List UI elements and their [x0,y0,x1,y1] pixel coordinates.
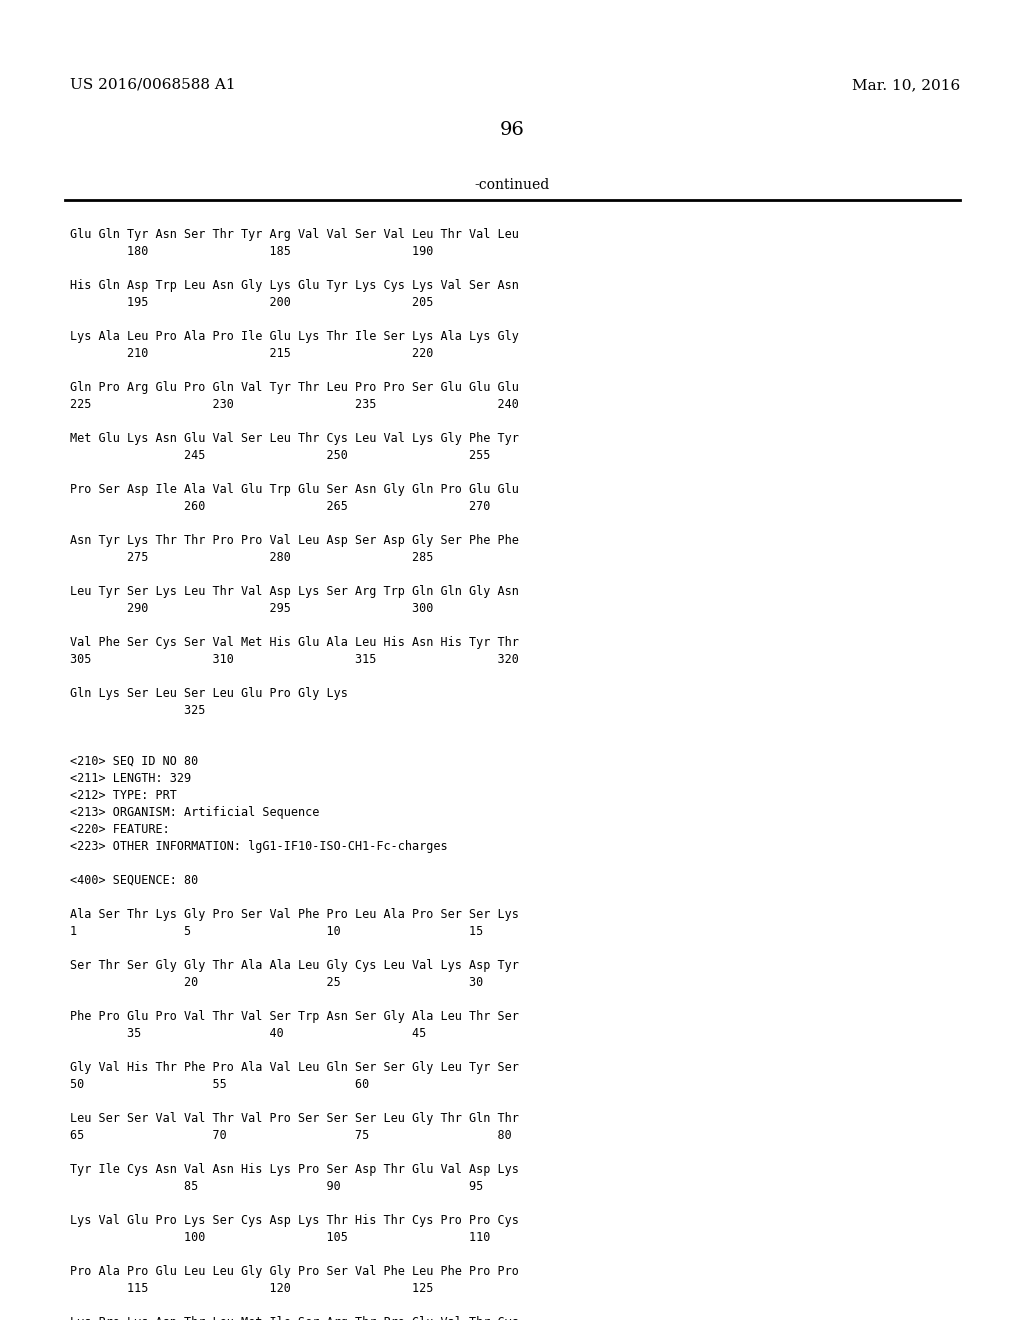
Text: Lys Pro Lys Asp Thr Leu Met Ile Ser Arg Thr Pro Glu Val Thr Cys: Lys Pro Lys Asp Thr Leu Met Ile Ser Arg … [70,1316,519,1320]
Text: His Gln Asp Trp Leu Asn Gly Lys Glu Tyr Lys Cys Lys Val Ser Asn: His Gln Asp Trp Leu Asn Gly Lys Glu Tyr … [70,279,519,292]
Text: Leu Tyr Ser Lys Leu Thr Val Asp Lys Ser Arg Trp Gln Gln Gly Asn: Leu Tyr Ser Lys Leu Thr Val Asp Lys Ser … [70,585,519,598]
Text: 1               5                   10                  15: 1 5 10 15 [70,925,483,939]
Text: 290                 295                 300: 290 295 300 [70,602,433,615]
Text: 96: 96 [500,121,524,139]
Text: 100                 105                 110: 100 105 110 [70,1232,490,1243]
Text: 195                 200                 205: 195 200 205 [70,296,433,309]
Text: <400> SEQUENCE: 80: <400> SEQUENCE: 80 [70,874,199,887]
Text: Tyr Ile Cys Asn Val Asn His Lys Pro Ser Asp Thr Glu Val Asp Lys: Tyr Ile Cys Asn Val Asn His Lys Pro Ser … [70,1163,519,1176]
Text: Lys Val Glu Pro Lys Ser Cys Asp Lys Thr His Thr Cys Pro Pro Cys: Lys Val Glu Pro Lys Ser Cys Asp Lys Thr … [70,1214,519,1228]
Text: <213> ORGANISM: Artificial Sequence: <213> ORGANISM: Artificial Sequence [70,807,319,818]
Text: 115                 120                 125: 115 120 125 [70,1282,433,1295]
Text: Leu Ser Ser Val Val Thr Val Pro Ser Ser Ser Leu Gly Thr Gln Thr: Leu Ser Ser Val Val Thr Val Pro Ser Ser … [70,1111,519,1125]
Text: Ala Ser Thr Lys Gly Pro Ser Val Phe Pro Leu Ala Pro Ser Ser Lys: Ala Ser Thr Lys Gly Pro Ser Val Phe Pro … [70,908,519,921]
Text: Gln Lys Ser Leu Ser Leu Glu Pro Gly Lys: Gln Lys Ser Leu Ser Leu Glu Pro Gly Lys [70,686,348,700]
Text: 65                  70                  75                  80: 65 70 75 80 [70,1129,512,1142]
Text: 20                  25                  30: 20 25 30 [70,975,483,989]
Text: Gln Pro Arg Glu Pro Gln Val Tyr Thr Leu Pro Pro Ser Glu Glu Glu: Gln Pro Arg Glu Pro Gln Val Tyr Thr Leu … [70,381,519,393]
Text: Ser Thr Ser Gly Gly Thr Ala Ala Leu Gly Cys Leu Val Lys Asp Tyr: Ser Thr Ser Gly Gly Thr Ala Ala Leu Gly … [70,960,519,972]
Text: 245                 250                 255: 245 250 255 [70,449,490,462]
Text: Pro Ser Asp Ile Ala Val Glu Trp Glu Ser Asn Gly Gln Pro Glu Glu: Pro Ser Asp Ile Ala Val Glu Trp Glu Ser … [70,483,519,496]
Text: <220> FEATURE:: <220> FEATURE: [70,822,170,836]
Text: 260                 265                 270: 260 265 270 [70,500,490,513]
Text: <210> SEQ ID NO 80: <210> SEQ ID NO 80 [70,755,199,768]
Text: <223> OTHER INFORMATION: lgG1-IF10-ISO-CH1-Fc-charges: <223> OTHER INFORMATION: lgG1-IF10-ISO-C… [70,840,447,853]
Text: <211> LENGTH: 329: <211> LENGTH: 329 [70,772,191,785]
Text: 35                  40                  45: 35 40 45 [70,1027,426,1040]
Text: Asn Tyr Lys Thr Thr Pro Pro Val Leu Asp Ser Asp Gly Ser Phe Phe: Asn Tyr Lys Thr Thr Pro Pro Val Leu Asp … [70,535,519,546]
Text: 180                 185                 190: 180 185 190 [70,246,433,257]
Text: Glu Gln Tyr Asn Ser Thr Tyr Arg Val Val Ser Val Leu Thr Val Leu: Glu Gln Tyr Asn Ser Thr Tyr Arg Val Val … [70,228,519,242]
Text: Gly Val His Thr Phe Pro Ala Val Leu Gln Ser Ser Gly Leu Tyr Ser: Gly Val His Thr Phe Pro Ala Val Leu Gln … [70,1061,519,1074]
Text: <212> TYPE: PRT: <212> TYPE: PRT [70,789,177,803]
Text: 85                  90                  95: 85 90 95 [70,1180,483,1193]
Text: Val Phe Ser Cys Ser Val Met His Glu Ala Leu His Asn His Tyr Thr: Val Phe Ser Cys Ser Val Met His Glu Ala … [70,636,519,649]
Text: 50                  55                  60: 50 55 60 [70,1078,370,1092]
Text: Mar. 10, 2016: Mar. 10, 2016 [852,78,961,92]
Text: 325: 325 [70,704,206,717]
Text: 275                 280                 285: 275 280 285 [70,550,433,564]
Text: Lys Ala Leu Pro Ala Pro Ile Glu Lys Thr Ile Ser Lys Ala Lys Gly: Lys Ala Leu Pro Ala Pro Ile Glu Lys Thr … [70,330,519,343]
Text: 225                 230                 235                 240: 225 230 235 240 [70,399,519,411]
Text: Met Glu Lys Asn Glu Val Ser Leu Thr Cys Leu Val Lys Gly Phe Tyr: Met Glu Lys Asn Glu Val Ser Leu Thr Cys … [70,432,519,445]
Text: 210                 215                 220: 210 215 220 [70,347,433,360]
Text: Phe Pro Glu Pro Val Thr Val Ser Trp Asn Ser Gly Ala Leu Thr Ser: Phe Pro Glu Pro Val Thr Val Ser Trp Asn … [70,1010,519,1023]
Text: 305                 310                 315                 320: 305 310 315 320 [70,653,519,667]
Text: -continued: -continued [474,178,550,191]
Text: US 2016/0068588 A1: US 2016/0068588 A1 [70,78,236,92]
Text: Pro Ala Pro Glu Leu Leu Gly Gly Pro Ser Val Phe Leu Phe Pro Pro: Pro Ala Pro Glu Leu Leu Gly Gly Pro Ser … [70,1265,519,1278]
